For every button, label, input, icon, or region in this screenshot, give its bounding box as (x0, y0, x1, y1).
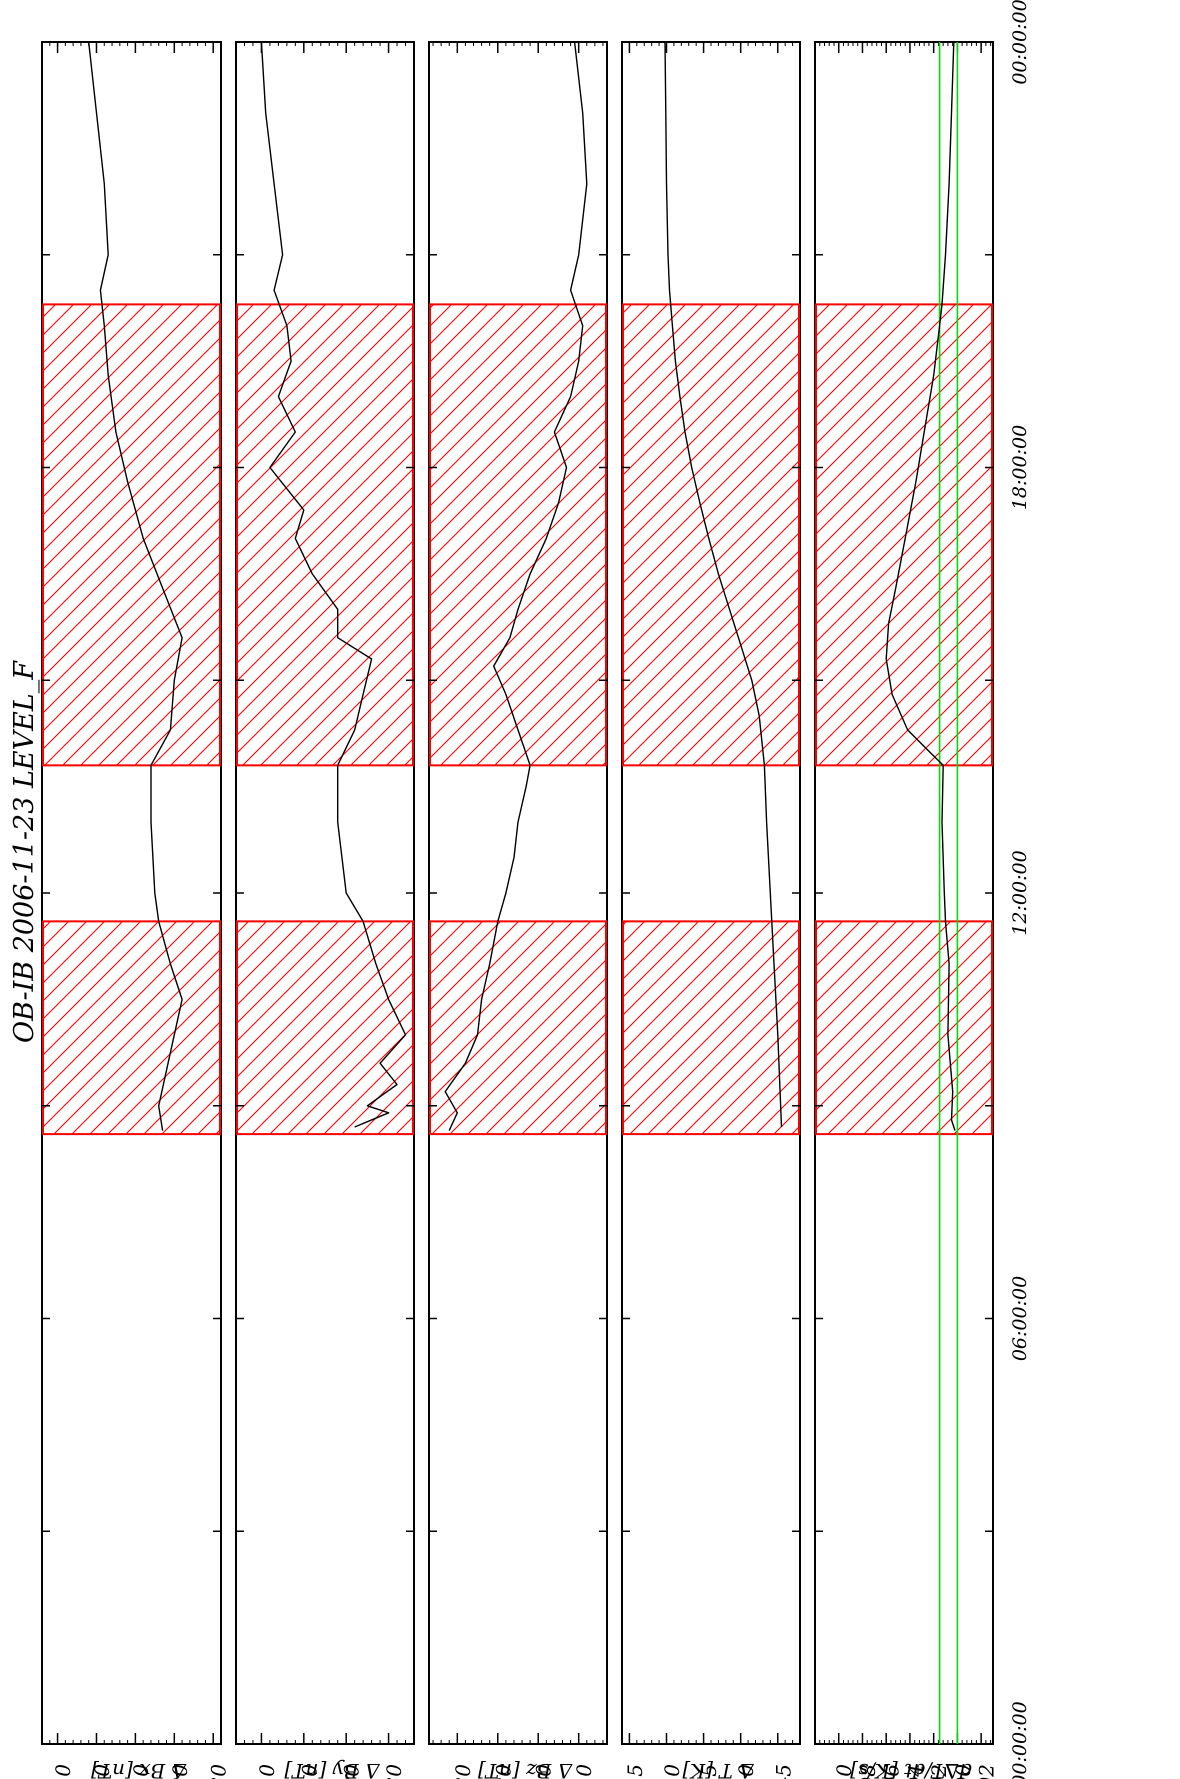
time-tick-label: 18:00:00 (1009, 425, 1031, 510)
panel-frame (428, 41, 608, 1745)
value-tick-label: 0.0010 (832, 1764, 856, 1779)
panel-1: 10 0 -10 -20 -30 Δ Bx [nT] (41, 41, 231, 1779)
value-tick-label: 0 (734, 1764, 758, 1777)
panel-ylabel: Δ Bz [nT] (478, 1759, 573, 1779)
value-tick-label: 15 (623, 1764, 647, 1779)
data-series-line (885, 41, 956, 1131)
panel-2: 0 -10 -20 -30Δ By [nT] (235, 41, 415, 1779)
value-tick-label: -20 (168, 1764, 192, 1779)
time-axis-labels: 00:00:00 06:00:00 12:00:00 18:00:00 00:00:00 (1009, 0, 1031, 1779)
panel-ylabel: Δ Bx [nT] (91, 1759, 187, 1779)
value-tick-label: -10 (297, 1764, 321, 1779)
panels-root: 100-10-20-30Δ Bx [nT]0-10-20-30Δ By [nT]… (41, 0, 1031, 1779)
value-tick-label: 0.0002 (927, 1764, 951, 1779)
hatched-interval (429, 920, 607, 1136)
hatched-interval (42, 920, 221, 1136)
panel-frame (621, 41, 801, 1745)
value-tick-label: -30 (382, 1764, 406, 1779)
data-series-line (260, 41, 407, 1128)
panel-ylabel: Δ By [nT] (284, 1759, 380, 1779)
hatched-interval (815, 303, 993, 767)
hatched-interval (622, 303, 800, 767)
time-tick-label: 12:00:00 (1009, 850, 1031, 935)
panel-frame (814, 41, 994, 1745)
time-tick-label: 00:00:00 (1009, 1701, 1031, 1779)
value-tick-label: -30 (207, 1764, 231, 1779)
value-tick-label: 20 (491, 1764, 515, 1779)
panel-4: 15 10 5 0 -5 Δ T [K] (621, 41, 801, 1779)
value-tick-label: 10 (532, 1764, 556, 1779)
value-tick-label: 0.0004 (903, 1764, 927, 1779)
value-tick-label: -0.0002 (975, 1764, 999, 1779)
value-tick-label: 30 (451, 1764, 475, 1779)
value-tick-label: 10 (51, 1764, 75, 1779)
value-tick-label: -10 (129, 1764, 153, 1779)
panel-frame (41, 41, 222, 1745)
hatched-interval (622, 920, 800, 1136)
data-series-line (444, 41, 588, 1131)
hatched-interval (42, 303, 221, 767)
time-tick-label: 00:00:00 (1009, 0, 1031, 85)
chart-title: OB-IB 2006-11-23 LEVEL_F (9, 660, 40, 1043)
panel-ylabel: d∆T/dt [K/s] (850, 1759, 972, 1779)
data-series-line (664, 41, 783, 1128)
value-tick-label: -20 (340, 1764, 364, 1779)
hatched-interval (429, 303, 607, 767)
data-series-line (88, 41, 183, 1131)
value-tick-label: 0 (90, 1764, 114, 1777)
hatched-interval (815, 920, 993, 1136)
hatched-interval (236, 303, 414, 767)
panel-3: 30 20 10 0Δ Bz [nT] (428, 41, 608, 1779)
value-tick-label: 10 (660, 1764, 684, 1779)
panel-frame (235, 41, 415, 1745)
panel-5: 0.00100.00080.00060.00040.00020.0000-0.0… (814, 41, 999, 1779)
value-tick-label: 0 (572, 1764, 596, 1777)
panel-ylabel: Δ T [K] (682, 1759, 754, 1779)
time-tick-label: 06:00:00 (1009, 1276, 1031, 1361)
hatched-interval (236, 920, 414, 1136)
value-tick-label: 5 (697, 1764, 721, 1777)
value-tick-label: 0.0008 (856, 1764, 880, 1779)
value-tick-label: 0 (255, 1764, 279, 1777)
value-tick-label: -5 (771, 1764, 795, 1779)
